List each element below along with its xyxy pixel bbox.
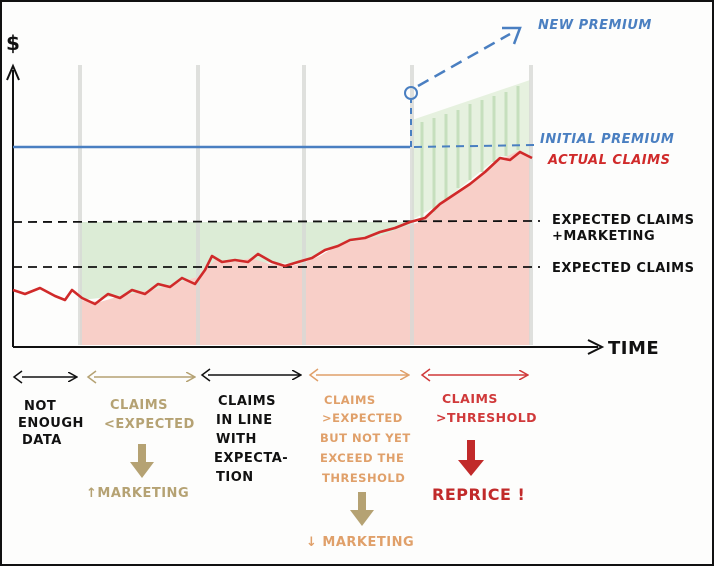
phase-claims-above-expected: CLAIMS >EXPECTED BUT NOT YET EXCEED THE … (320, 393, 411, 485)
y-axis-label: $ (6, 31, 20, 55)
new-premium-bars (420, 86, 520, 220)
svg-text:IN LINE: IN LINE (216, 413, 273, 428)
svg-text:DATA: DATA (22, 433, 62, 448)
claims-area (80, 150, 530, 345)
svg-text:EXPECTA-: EXPECTA- (214, 451, 288, 466)
new-premium-line (417, 32, 511, 88)
phase-range-arrows (12, 368, 527, 384)
actual-claims-label: ACTUAL CLAIMS (547, 153, 670, 168)
svg-text:CLAIMS: CLAIMS (442, 391, 498, 406)
phase-claims-above-threshold: CLAIMS >THRESHOLD (436, 391, 537, 425)
svg-text:>THRESHOLD: >THRESHOLD (436, 410, 537, 425)
expected-claims-label: EXPECTED CLAIMS (552, 261, 694, 276)
svg-text:CLAIMS: CLAIMS (218, 394, 276, 409)
svg-text:BUT NOT YET: BUT NOT YET (320, 431, 411, 445)
svg-text:THRESHOLD: THRESHOLD (322, 471, 405, 485)
down-arrow-tan-2 (350, 492, 374, 526)
down-arrow-red (458, 440, 484, 476)
decrease-marketing-label: ↓ MARKETING (306, 535, 414, 550)
phase-claims-in-line: CLAIMS IN LINE WITH EXPECTA- TION (214, 394, 288, 485)
line-labels: NEW PREMIUM INITIAL PREMIUM ACTUAL CLAIM… (538, 18, 694, 276)
phase-dividers (78, 65, 533, 345)
x-axis-label: TIME (608, 338, 659, 359)
svg-text:WITH: WITH (216, 432, 257, 447)
new-premium-arrowhead (502, 26, 522, 45)
expected-claims-marketing-line (12, 220, 541, 223)
reprice-label: REPRICE ! (432, 485, 525, 504)
svg-text:CLAIMS: CLAIMS (324, 393, 376, 407)
svg-text:>EXPECTED: >EXPECTED (322, 411, 403, 425)
increase-marketing-label: ↑MARKETING (86, 486, 189, 501)
actual-claims-line (12, 150, 533, 306)
down-arrow-tan (130, 444, 154, 478)
svg-text:EXCEED THE: EXCEED THE (320, 451, 404, 465)
initial-premium-label: INITIAL PREMIUM (540, 132, 674, 147)
phase-claims-below-expected: CLAIMS <EXPECTED (104, 398, 195, 432)
new-premium-label: NEW PREMIUM (538, 18, 652, 33)
svg-text:NOT: NOT (24, 399, 56, 414)
svg-text:CLAIMS: CLAIMS (110, 398, 168, 413)
svg-text:TION: TION (216, 470, 254, 485)
expected-claims-marketing-label: EXPECTED CLAIMS (552, 213, 694, 228)
svg-text:<EXPECTED: <EXPECTED (104, 417, 195, 432)
reprice-point (404, 86, 418, 100)
initial-premium-dashed (413, 144, 536, 148)
expected-claims-marketing-label-2: +MARKETING (552, 229, 655, 244)
axes: $ TIME (6, 31, 659, 359)
svg-text:ENOUGH: ENOUGH (18, 416, 84, 431)
phase-not-enough-data: NOT ENOUGH DATA (18, 399, 84, 448)
